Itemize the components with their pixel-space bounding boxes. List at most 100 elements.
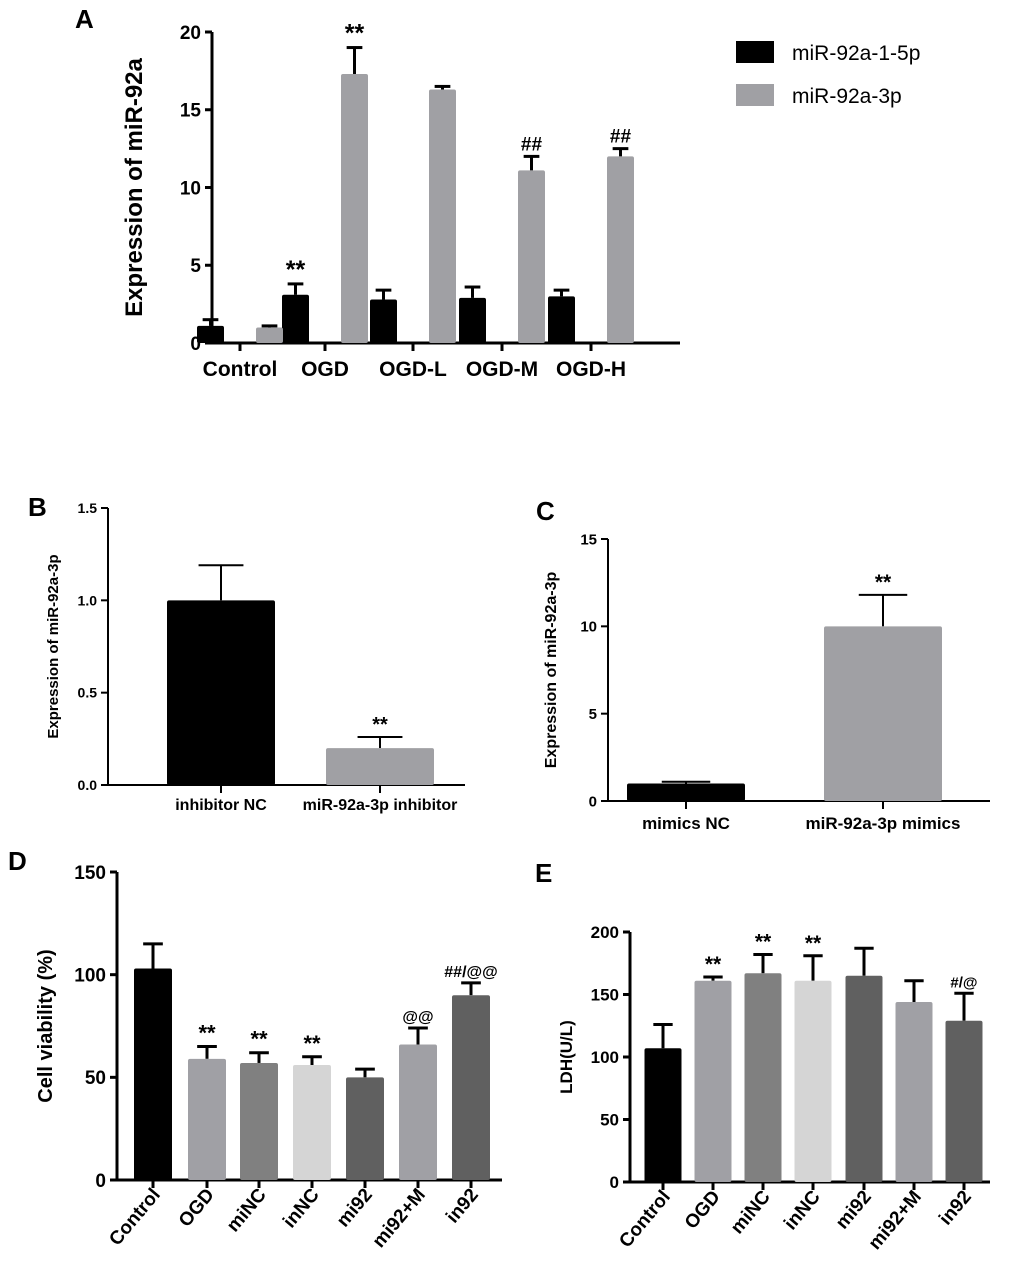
panel-d-category-label: Control [105,1185,165,1250]
panel-d-bar-significance: ##/@@ [444,964,497,981]
panel-a-y-tick-label: 0 [190,334,201,355]
panel-d-bar [134,968,172,1180]
panel-a-category-label: OGD-H [556,358,626,381]
panel-e-category-label: OGD [681,1187,725,1234]
panel-e-label: E [535,858,552,888]
panel-d-y-tick-label: 50 [85,1068,106,1089]
panel-d-category-label: miNC [223,1185,271,1237]
panel-d-category-label: OGD [175,1185,219,1232]
panel-a-bar-significance: ** [286,256,306,284]
panel-e-y-tick-label: 150 [591,986,619,1005]
panel-b-y-tick-label: 0.0 [78,777,98,793]
panel-e-category-label: inNC [780,1187,825,1235]
panel-a-y-tick-label: 10 [180,178,201,199]
panel-c-y-axis-title: Expression of miR-92a-3p [543,572,560,769]
panel-a-y-tick-label: 5 [190,256,201,277]
panel-e-bar [644,1048,682,1182]
panel-c-label: C [536,496,555,526]
panel-a-y-tick-label: 20 [180,23,201,44]
panel-e-category-label: miNC [727,1187,775,1239]
panel-d-y-axis-title: Cell viability (%) [35,949,57,1102]
panel-a-category-label: OGD-M [466,358,538,381]
panel-b-y-tick-label: 0.5 [78,685,98,701]
panel-c-y-tick-label: 5 [589,706,597,723]
panel-a-bar [548,296,575,343]
panel-e-bar-significance: ** [705,953,722,976]
panel-e-y-tick-label: 0 [610,1173,619,1192]
panel-e-bar [945,1020,983,1182]
panel-e-bar [794,980,832,1182]
panel-a-legend-swatch [736,41,774,63]
panel-a-legend-label: miR-92a-3p [792,85,902,108]
panel-d-bar [188,1058,226,1180]
panel-b-label: B [28,492,47,522]
panel-d-bar-significance: @@ [402,1009,433,1026]
panel-e-bar [845,975,883,1182]
panel-b-category-label: inhibitor NC [175,797,267,814]
panel-b-bar [326,748,434,785]
panel-a-legend-label: miR-92a-1-5p [792,42,920,65]
panel-e-category-label: in92 [935,1187,976,1230]
panel-c-bar [627,783,745,801]
panel-e-bar-significance: ** [755,931,772,954]
panel-d-bar-significance: ** [198,1021,216,1046]
panel-b-y-axis-title: Expression of miR-92a-3p [45,554,62,738]
panel-c-bar [824,626,942,801]
panel-e-category-label: mi92+M [865,1187,926,1254]
panel-e-y-axis-title: LDH(U/L) [557,1020,576,1094]
panel-b-bar [167,600,275,785]
panel-c-y-tick-label: 15 [580,531,597,548]
panel-a-bar-significance: ## [521,134,543,155]
panel-c-y-tick-label: 10 [580,619,597,636]
panel-d-bar [293,1065,331,1180]
panel-e-category-label: mi92 [832,1187,876,1234]
panel-e-bar-significance: #/@ [950,974,977,991]
panel-d-bar [399,1044,437,1180]
panel-a-bar [429,89,456,343]
panel-a-bar [197,325,224,343]
panel-a-bar-significance: ** [345,20,365,48]
panel-d-bar-significance: ** [303,1031,321,1056]
panel-c-category-label: mimics NC [642,814,730,833]
panel-d-bar-significance: ** [250,1027,268,1052]
panel-a-y-axis-title: Expression of miR-92a [121,57,148,316]
panel-d-label: D [8,846,27,876]
panel-a-bar [282,294,309,343]
panel-d-y-tick-label: 100 [74,966,106,987]
panel-a-bar [459,297,486,343]
panel-a-label: A [75,4,94,34]
panel-a-bar [341,73,368,344]
panel-e-category-label: Control [615,1187,675,1252]
panel-a-bar [256,327,283,343]
panel-e-bar [744,973,782,1182]
panel-b-bar-significance: ** [372,714,388,736]
panel-c-category-label: miR-92a-3p mimics [806,814,961,833]
panel-a-y-tick-label: 15 [180,101,202,122]
panel-b-y-tick-label: 1.5 [78,500,98,516]
panel-e-y-tick-label: 100 [591,1048,619,1067]
panel-a-bar [370,299,397,343]
panel-d-bar [240,1062,278,1180]
panel-d-category-label: in92 [442,1185,483,1228]
panel-e-y-tick-label: 50 [600,1111,619,1130]
panel-c-y-tick-label: 0 [589,793,597,810]
panel-e-bar [694,980,732,1182]
panel-d-category-label: inNC [279,1185,324,1233]
panel-d-category-label: mi92+M [369,1185,430,1252]
panel-a-category-label: Control [203,358,278,381]
panel-d-category-label: mi92 [333,1185,377,1232]
panel-e-y-tick-label: 200 [591,923,619,942]
panel-a-bar [518,170,545,343]
panel-a-legend-swatch [736,84,774,106]
panel-d-bar [346,1077,384,1180]
panel-c-bar-significance: ** [875,571,892,594]
panel-b-category-label: miR-92a-3p inhibitor [303,797,458,814]
panel-a-category-label: OGD-L [379,358,447,381]
panel-a-category-label: OGD [301,358,349,381]
panel-e-bar-significance: ** [805,932,822,955]
panel-d-y-tick-label: 150 [74,863,106,884]
panel-d-bar [452,995,490,1180]
panel-d-y-tick-label: 0 [95,1171,106,1192]
panel-b-y-tick-label: 1.0 [78,592,98,608]
